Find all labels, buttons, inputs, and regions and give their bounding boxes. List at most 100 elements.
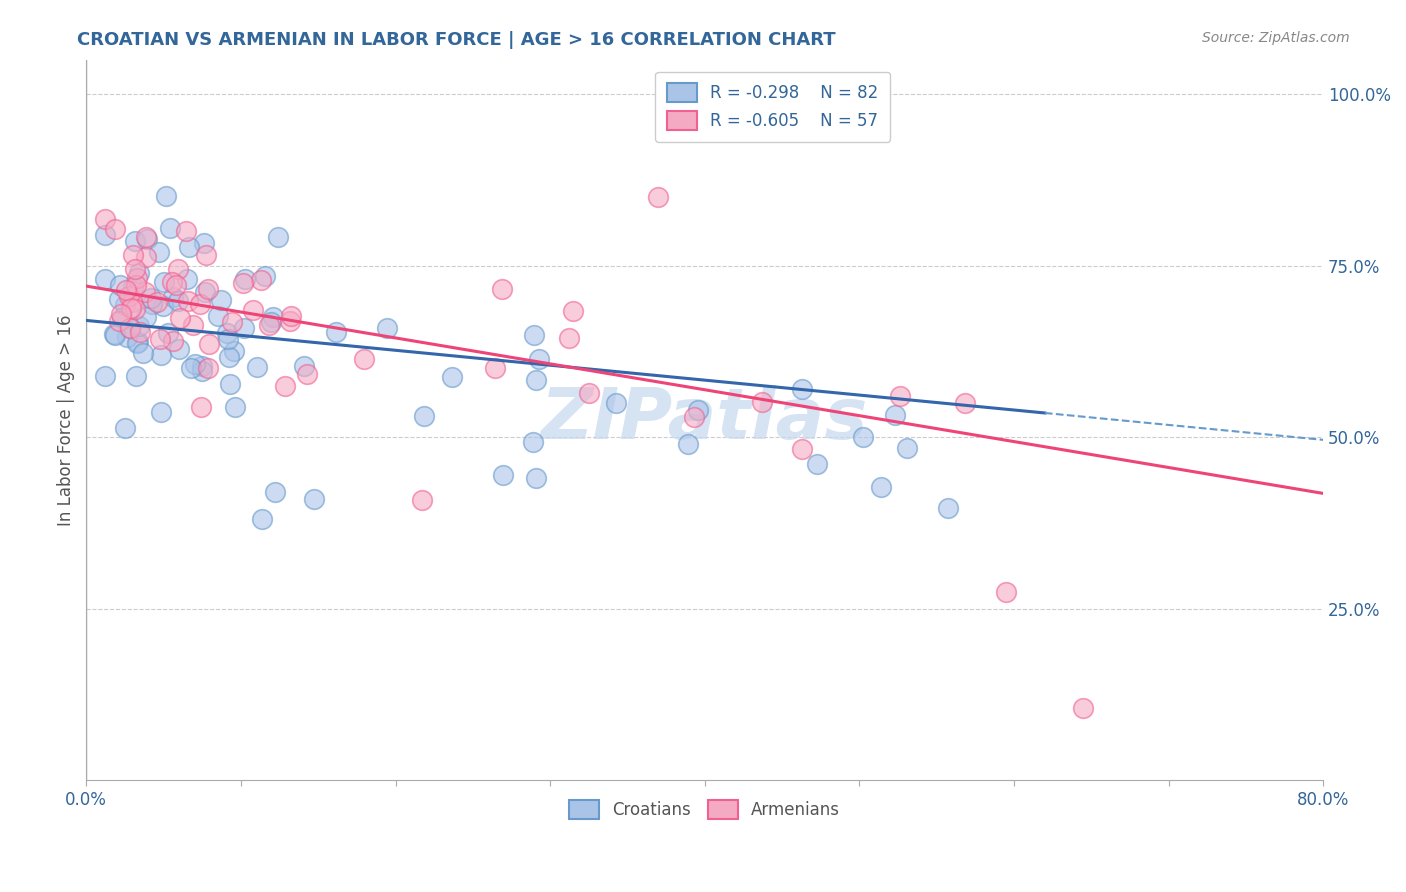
Point bbox=[353, 351, 375, 366]
Point bbox=[411, 492, 433, 507]
Text: Source: ZipAtlas.com: Source: ZipAtlas.com bbox=[1202, 31, 1350, 45]
Point bbox=[141, 291, 163, 305]
Point bbox=[217, 326, 239, 340]
Point bbox=[806, 457, 828, 471]
Point bbox=[218, 350, 240, 364]
Point bbox=[114, 421, 136, 435]
Point bbox=[484, 360, 506, 375]
Point bbox=[190, 359, 212, 373]
Point bbox=[149, 331, 172, 345]
Point bbox=[165, 278, 187, 293]
Point bbox=[108, 277, 131, 292]
Point bbox=[278, 314, 301, 328]
Point bbox=[292, 359, 315, 374]
Point bbox=[125, 335, 148, 350]
Point bbox=[150, 405, 173, 419]
Point bbox=[218, 376, 240, 391]
Point bbox=[198, 336, 221, 351]
Point bbox=[121, 294, 143, 309]
Point bbox=[267, 230, 290, 244]
Point bbox=[104, 327, 127, 342]
Point bbox=[122, 247, 145, 261]
Point bbox=[578, 385, 600, 400]
Point bbox=[260, 315, 283, 329]
Point bbox=[118, 320, 141, 334]
Point bbox=[135, 229, 157, 244]
Point bbox=[233, 321, 256, 335]
Point bbox=[522, 434, 544, 449]
Point bbox=[125, 368, 148, 383]
Point bbox=[197, 282, 219, 296]
Point bbox=[193, 235, 215, 250]
Point bbox=[135, 250, 157, 264]
Point bbox=[162, 290, 184, 304]
Point bbox=[889, 389, 911, 403]
Point bbox=[157, 326, 180, 340]
Point bbox=[194, 247, 217, 261]
Point bbox=[224, 400, 246, 414]
Point bbox=[295, 367, 318, 381]
Point bbox=[194, 285, 217, 300]
Point bbox=[104, 222, 127, 236]
Point bbox=[155, 189, 177, 203]
Point bbox=[870, 480, 893, 494]
Point bbox=[413, 409, 436, 423]
Point bbox=[263, 485, 285, 500]
Point bbox=[118, 321, 141, 335]
Point bbox=[136, 231, 159, 245]
Point bbox=[647, 190, 669, 204]
Point bbox=[188, 297, 211, 311]
Point bbox=[114, 298, 136, 312]
Point bbox=[181, 318, 204, 332]
Point bbox=[262, 310, 284, 325]
Point bbox=[177, 240, 200, 254]
Point bbox=[127, 334, 149, 349]
Point bbox=[280, 310, 302, 324]
Point bbox=[302, 491, 325, 506]
Text: ZIPatlas: ZIPatlas bbox=[541, 385, 869, 454]
Point bbox=[125, 277, 148, 292]
Point bbox=[174, 224, 197, 238]
Point bbox=[274, 379, 297, 393]
Point bbox=[852, 430, 875, 444]
Point bbox=[1073, 701, 1095, 715]
Point bbox=[209, 293, 232, 308]
Point bbox=[221, 315, 243, 329]
Point bbox=[896, 441, 918, 455]
Point bbox=[94, 227, 117, 242]
Point bbox=[153, 276, 176, 290]
Point bbox=[233, 272, 256, 286]
Point bbox=[325, 326, 347, 340]
Point bbox=[162, 334, 184, 348]
Point bbox=[232, 276, 254, 290]
Point bbox=[108, 293, 131, 307]
Point bbox=[242, 303, 264, 318]
Point bbox=[129, 325, 152, 339]
Text: CROATIAN VS ARMENIAN IN LABOR FORCE | AGE > 16 CORRELATION CHART: CROATIAN VS ARMENIAN IN LABOR FORCE | AG… bbox=[77, 31, 837, 49]
Point bbox=[148, 244, 170, 259]
Point bbox=[114, 284, 136, 298]
Point bbox=[159, 221, 181, 235]
Point bbox=[145, 294, 167, 309]
Point bbox=[884, 408, 907, 422]
Point bbox=[124, 301, 146, 316]
Point bbox=[441, 370, 464, 384]
Point bbox=[94, 369, 117, 384]
Point bbox=[135, 310, 157, 324]
Point bbox=[115, 330, 138, 344]
Point bbox=[169, 343, 191, 357]
Point bbox=[190, 364, 212, 378]
Point bbox=[751, 395, 773, 409]
Point bbox=[167, 261, 190, 276]
Point bbox=[176, 272, 198, 286]
Point bbox=[250, 272, 273, 286]
Point bbox=[222, 344, 245, 359]
Point bbox=[128, 319, 150, 334]
Point bbox=[94, 272, 117, 286]
Legend: Croatians, Armenians: Croatians, Armenians bbox=[562, 794, 846, 826]
Point bbox=[149, 348, 172, 362]
Point bbox=[134, 285, 156, 299]
Point bbox=[124, 234, 146, 248]
Point bbox=[169, 310, 191, 325]
Point bbox=[197, 360, 219, 375]
